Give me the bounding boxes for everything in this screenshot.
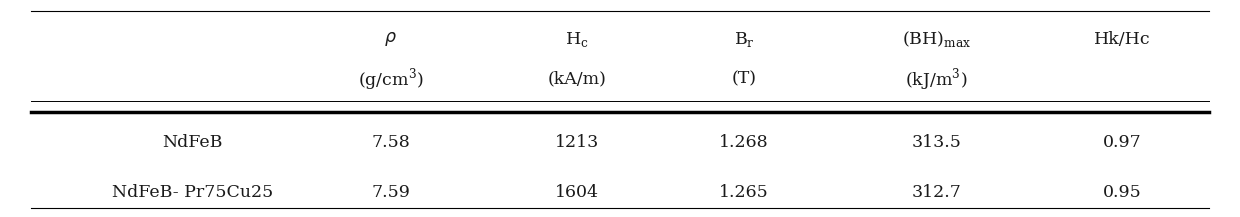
Text: (T): (T) (732, 71, 756, 88)
Text: 313.5: 313.5 (911, 134, 961, 151)
Text: (kA/m): (kA/m) (547, 71, 606, 88)
Text: 0.97: 0.97 (1102, 134, 1142, 151)
Text: 7.59: 7.59 (371, 184, 410, 201)
Text: (g/cm$^{\mathregular{3}}$): (g/cm$^{\mathregular{3}}$) (357, 66, 424, 92)
Text: $\rho$: $\rho$ (384, 30, 397, 48)
Text: 1.265: 1.265 (719, 184, 769, 201)
Text: NdFeB- Pr75Cu25: NdFeB- Pr75Cu25 (112, 184, 273, 201)
Text: H$_{\mathregular{c}}$: H$_{\mathregular{c}}$ (564, 30, 589, 49)
Text: 0.95: 0.95 (1102, 184, 1142, 201)
Text: 1.268: 1.268 (719, 134, 769, 151)
Text: 312.7: 312.7 (911, 184, 961, 201)
Text: NdFeB: NdFeB (162, 134, 222, 151)
Text: 7.58: 7.58 (371, 134, 410, 151)
Text: Hk/Hc: Hk/Hc (1094, 31, 1151, 48)
Text: (BH)$_{\mathregular{max}}$: (BH)$_{\mathregular{max}}$ (901, 29, 971, 49)
Text: 1604: 1604 (554, 184, 599, 201)
Text: 1213: 1213 (554, 134, 599, 151)
Text: B$_{\mathregular{r}}$: B$_{\mathregular{r}}$ (734, 30, 754, 49)
Text: (kJ/m$^{\mathregular{3}}$): (kJ/m$^{\mathregular{3}}$) (905, 66, 967, 92)
